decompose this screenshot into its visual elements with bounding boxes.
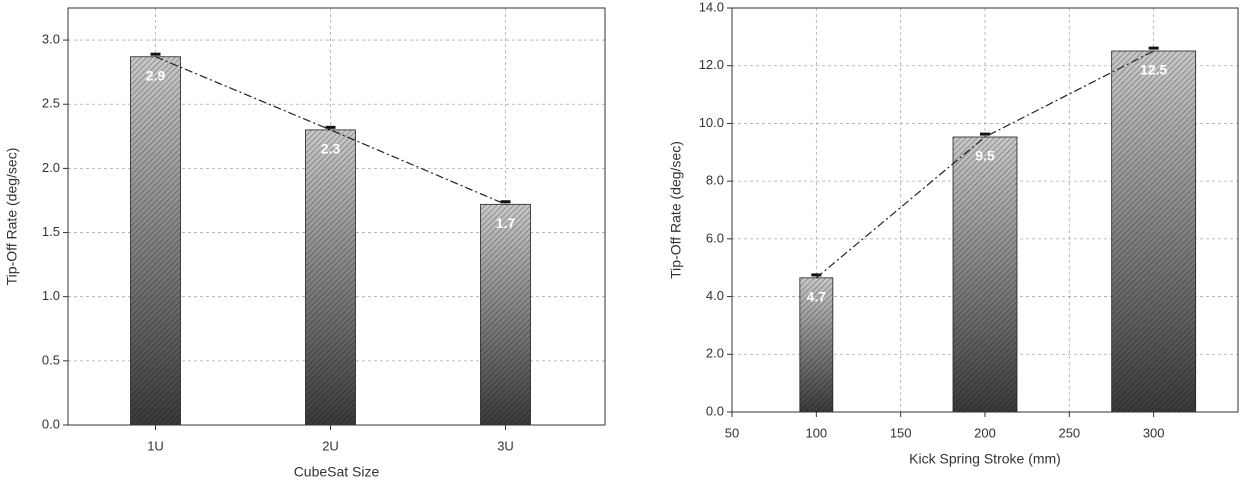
- y-tick-label: 0.5: [42, 352, 60, 367]
- y-tick-label: 6.0: [706, 230, 724, 245]
- plot-frame: [731, 7, 1239, 413]
- y-tick-label: 4.0: [706, 288, 724, 303]
- y-tick-label: 2.5: [42, 96, 60, 111]
- trend-line: [155, 56, 506, 205]
- y-tick-label: 1.5: [42, 224, 60, 239]
- y-tick-label: 12.0: [699, 57, 724, 72]
- value-label: 1.7: [496, 215, 516, 231]
- x-tick-label: 300: [1143, 425, 1165, 440]
- y-axis-label: Tip-Off Rate (deg/sec): [4, 148, 20, 286]
- bar-hatch: [130, 56, 181, 425]
- y-tick-label: 2.0: [706, 346, 724, 361]
- bar-hatch: [1111, 50, 1196, 413]
- x-axis-label: Kick Spring Stroke (mm): [909, 451, 1061, 467]
- y-tick-label: 1.0: [42, 288, 60, 303]
- y-tick-label: 3.0: [42, 32, 60, 47]
- value-label: 2.3: [321, 141, 341, 157]
- x-tick-label: 3U: [497, 438, 514, 453]
- bar-hatch: [799, 277, 833, 412]
- plot-frame: [67, 7, 606, 426]
- x-tick-label: 100: [805, 425, 827, 440]
- y-tick-label: 8.0: [706, 173, 724, 188]
- x-tick-label: 200: [974, 425, 996, 440]
- y-axis-label: Tip-Off Rate (deg/sec): [668, 141, 684, 279]
- x-tick-label: 2U: [322, 438, 339, 453]
- bar-hatch: [480, 204, 531, 425]
- x-tick-label: 250: [1058, 425, 1080, 440]
- value-label: 4.7: [807, 289, 827, 305]
- x-tick-label: 150: [890, 425, 912, 440]
- value-label: 12.5: [1140, 62, 1167, 78]
- y-tick-label: 10.0: [699, 115, 724, 130]
- y-tick-label: 0.0: [706, 403, 724, 418]
- bar-hatch: [305, 129, 356, 425]
- x-tick-label: 50: [725, 425, 739, 440]
- value-label: 9.5: [975, 148, 995, 164]
- x-tick-label: 1U: [147, 438, 164, 453]
- x-axis-label: CubeSat Size: [294, 464, 380, 480]
- y-tick-label: 14.0: [699, 0, 724, 14]
- y-tick-label: 0.0: [42, 416, 60, 431]
- y-tick-label: 2.0: [42, 160, 60, 175]
- value-label: 2.9: [146, 67, 166, 83]
- trend-line: [815, 50, 1154, 279]
- bar-hatch: [953, 136, 1017, 412]
